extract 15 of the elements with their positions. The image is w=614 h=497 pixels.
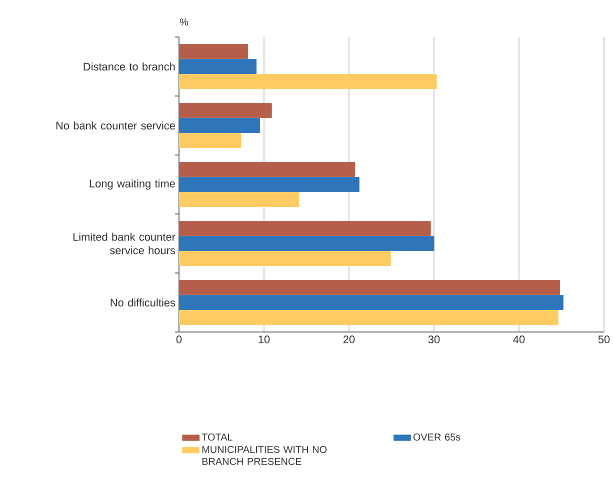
x-tick-label: 10 — [258, 336, 270, 344]
x-tick-label: 20 — [343, 336, 355, 344]
legend-label: OVER 65s — [413, 434, 460, 441]
y-tick-label: No difficulties — [110, 298, 176, 307]
legend-label: MUNICIPALITIES WITH NO BRANCH PRESENCE — [202, 446, 327, 465]
y-tick-label: Limited bank counter service hours — [73, 232, 176, 254]
legend-label: TOTAL — [202, 434, 232, 441]
y-tick-label: Long waiting time — [90, 179, 175, 190]
y-tick-label: No bank counter service — [56, 121, 175, 130]
x-tick-label: 0 — [176, 336, 182, 344]
x-tick-label: 50 — [598, 336, 610, 344]
x-tick-label: 40 — [513, 336, 525, 344]
y-tick-label: Distance to branch — [84, 62, 175, 71]
x-tick-label: 30 — [428, 336, 440, 344]
x-axis-title: % — [180, 18, 188, 26]
